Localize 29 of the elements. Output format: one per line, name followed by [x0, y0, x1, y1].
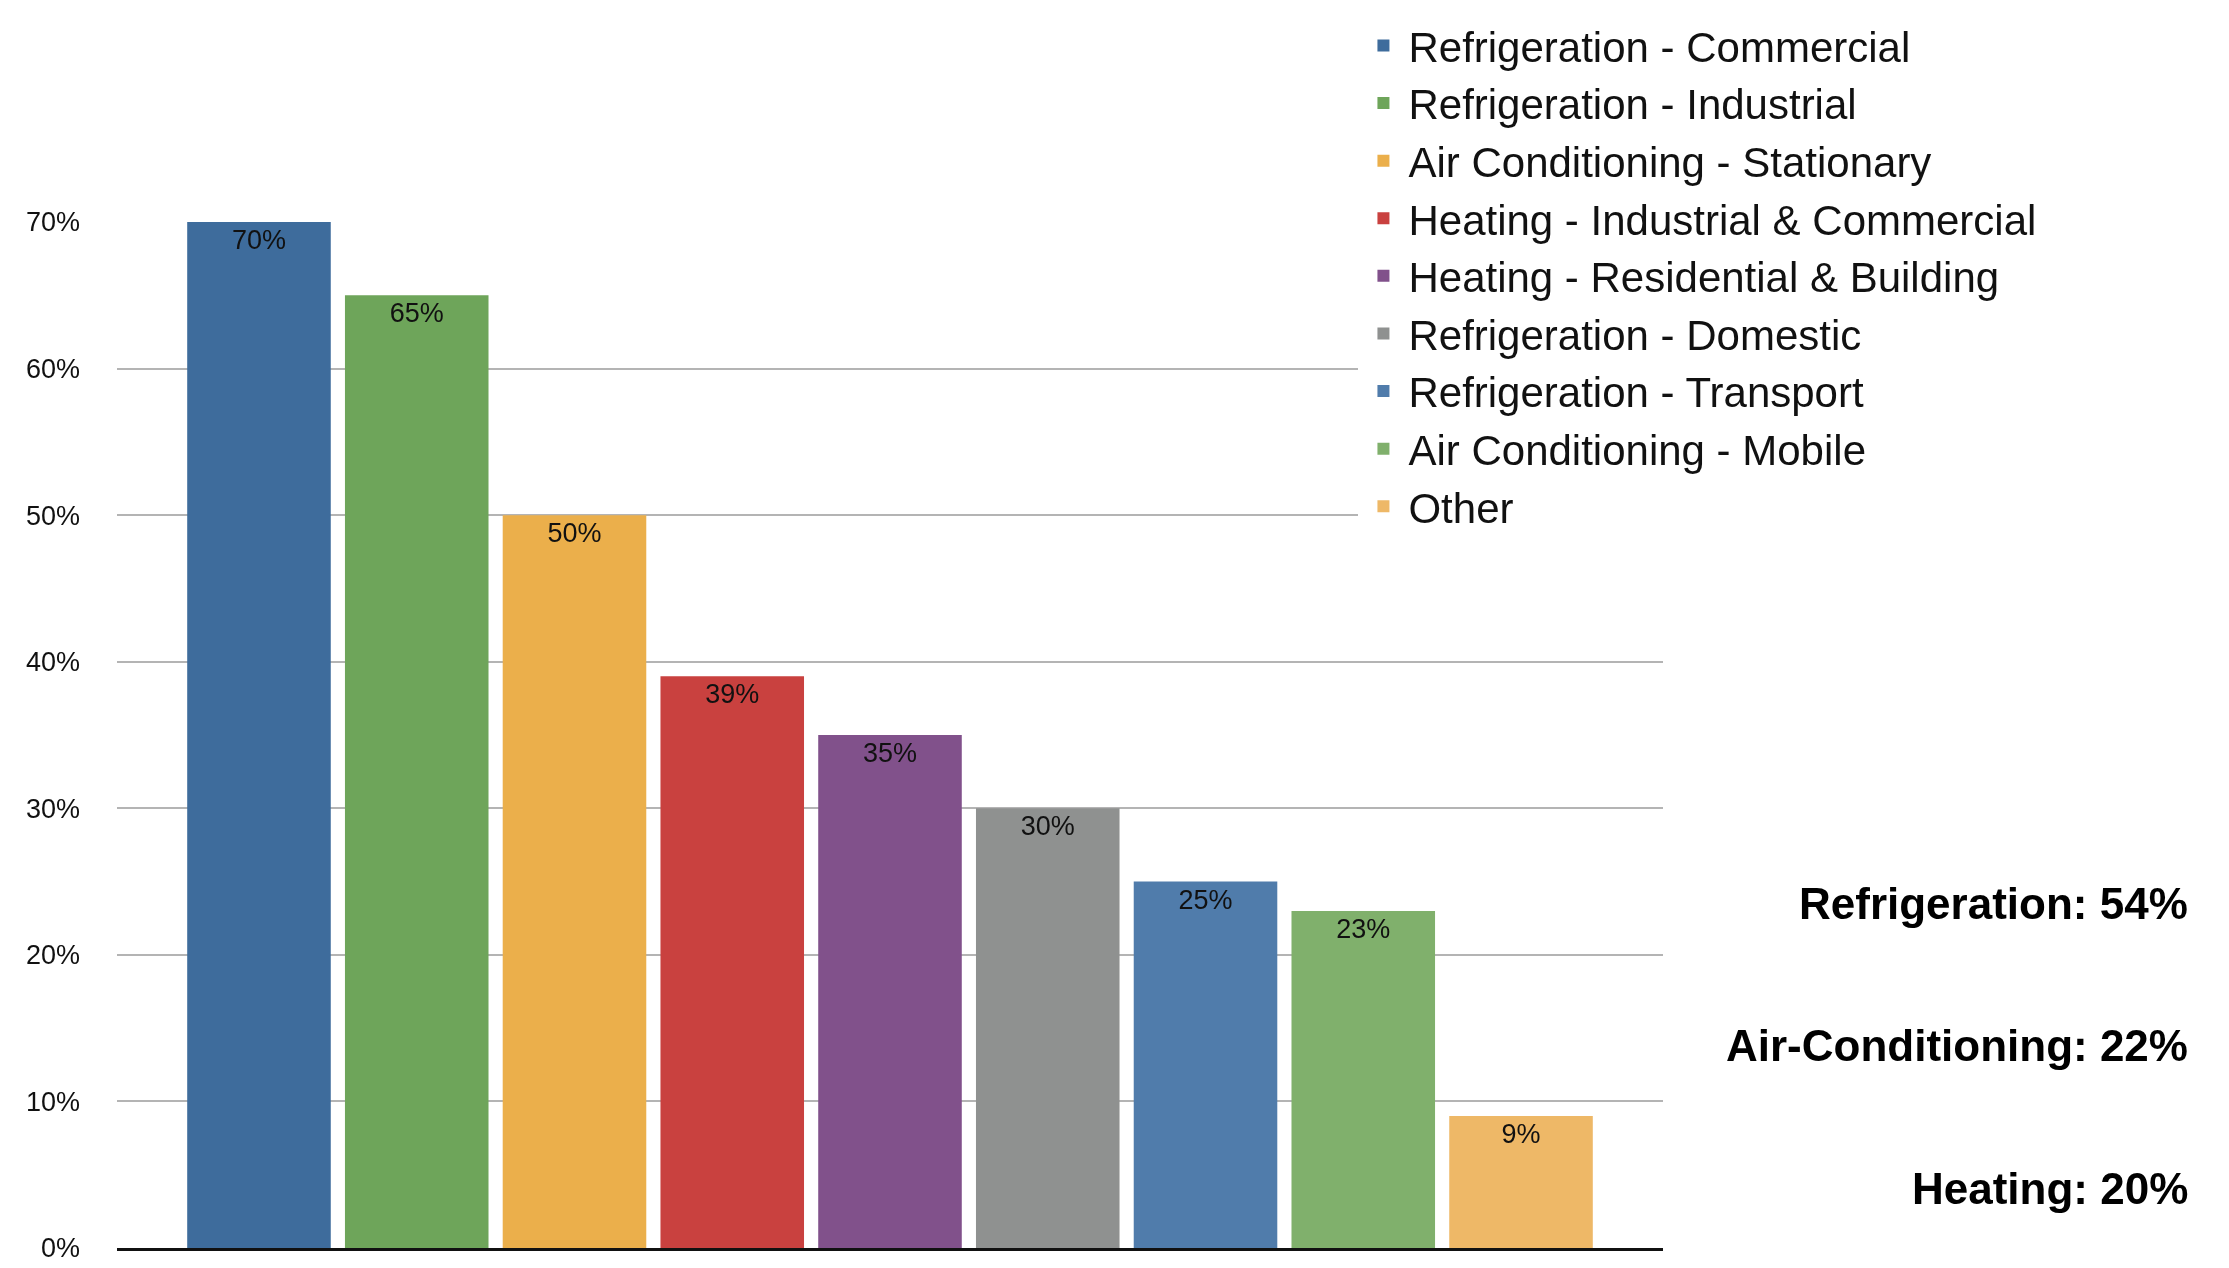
y-tick-label: 70% — [25, 207, 80, 238]
data-label: 50% — [547, 518, 602, 549]
legend-label: Air Conditioning - Mobile — [1408, 427, 1866, 475]
legend-label: Refrigeration - Transport — [1408, 369, 1864, 417]
y-tick-label: 50% — [25, 500, 80, 531]
legend-label: Other — [1408, 484, 1514, 532]
data-label: 65% — [389, 298, 444, 329]
legend-label: Refrigeration - Domestic — [1408, 311, 1862, 359]
legend-label: Refrigeration - Commercial — [1408, 23, 1911, 71]
y-tick-label: 40% — [25, 647, 80, 678]
y-tick-label: 10% — [25, 1086, 80, 1117]
y-tick-label: 0% — [40, 1233, 80, 1264]
y-tick-label: 20% — [25, 940, 80, 971]
data-label: 30% — [1020, 811, 1075, 842]
legend-label: Refrigeration - Industrial — [1408, 81, 1857, 129]
data-label: 70% — [231, 225, 286, 255]
y-tick-label: 30% — [25, 793, 80, 824]
data-label: 23% — [1336, 913, 1391, 944]
y-tick-label: 60% — [25, 354, 80, 385]
legend-label: Air Conditioning - Stationary — [1408, 139, 1932, 187]
data-label: 9% — [1501, 1119, 1541, 1150]
text: Air-Conditioning: 22% — [1726, 1021, 2188, 1070]
text: Heating: 20% — [1912, 1164, 2189, 1213]
data-label: 39% — [705, 679, 760, 710]
legend-label: Heating - Residential & Building — [1408, 254, 2000, 302]
text: Refrigeration: 54% — [1799, 879, 2188, 928]
legend-label: Heating - Industrial & Commercial — [1408, 196, 2037, 244]
data-label: 25% — [1178, 884, 1233, 915]
data-label: 35% — [862, 738, 918, 768]
